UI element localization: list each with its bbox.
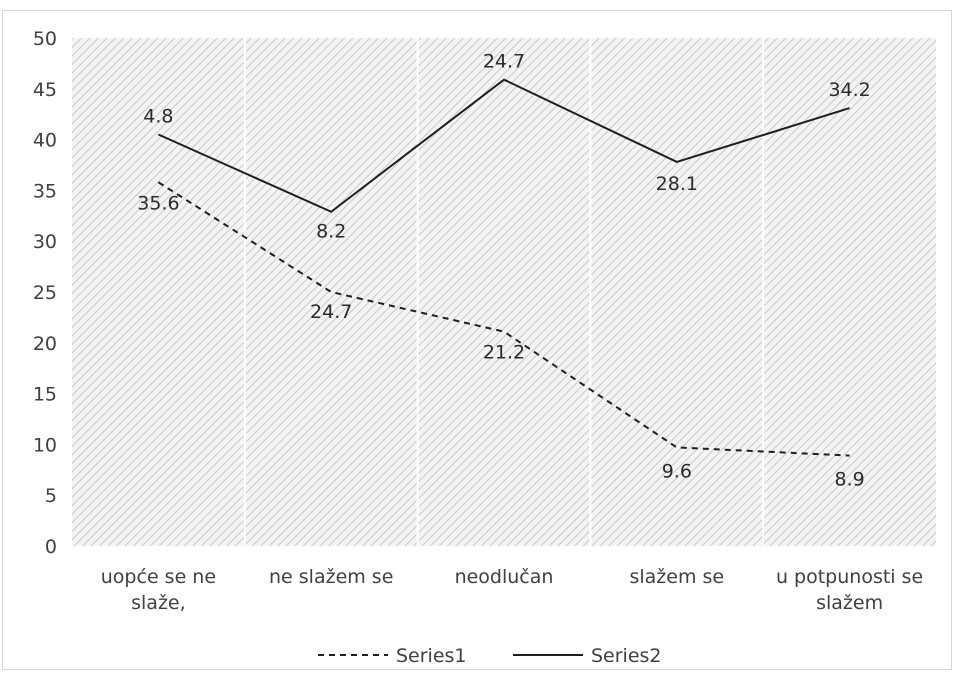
data-label: 34.2 — [828, 79, 870, 101]
data-label: 21.2 — [483, 342, 525, 364]
data-label: 28.1 — [656, 173, 698, 195]
y-tick-label: 0 — [45, 536, 57, 558]
x-tick-label: ne slažem se — [269, 566, 393, 588]
y-tick-label: 35 — [33, 180, 57, 202]
y-tick-label: 50 — [33, 28, 57, 50]
y-tick-label: 20 — [33, 333, 57, 355]
legend-label-series1: Series1 — [396, 645, 467, 667]
x-tick-label: slažem — [816, 592, 883, 614]
data-label: 24.7 — [310, 301, 352, 323]
x-tick-label: slaže, — [131, 592, 186, 614]
y-tick-label: 45 — [33, 79, 57, 101]
y-tick-label: 30 — [33, 231, 57, 253]
data-label: 35.6 — [137, 192, 179, 214]
x-tick-label: slažem se — [629, 566, 724, 588]
y-tick-label: 40 — [33, 130, 57, 152]
series-line-series2 — [157, 78, 850, 213]
series-line-series1 — [157, 181, 850, 457]
data-label: 8.2 — [316, 221, 346, 243]
y-tick-label: 25 — [33, 282, 57, 304]
data-label: 24.7 — [483, 51, 525, 73]
x-tick-label: uopće se ne — [101, 566, 216, 588]
y-tick-label: 10 — [33, 434, 57, 456]
x-tick-label: neodlučan — [455, 566, 554, 588]
y-tick-label: 15 — [33, 384, 57, 406]
data-label: 9.6 — [662, 460, 692, 482]
plot-area — [72, 38, 936, 546]
data-label: 4.8 — [143, 106, 173, 128]
x-tick-label: u potpunosti se — [776, 566, 923, 588]
legend-label-series2: Series2 — [591, 645, 662, 667]
data-label: 8.9 — [834, 469, 864, 491]
y-tick-label: 5 — [45, 485, 57, 507]
